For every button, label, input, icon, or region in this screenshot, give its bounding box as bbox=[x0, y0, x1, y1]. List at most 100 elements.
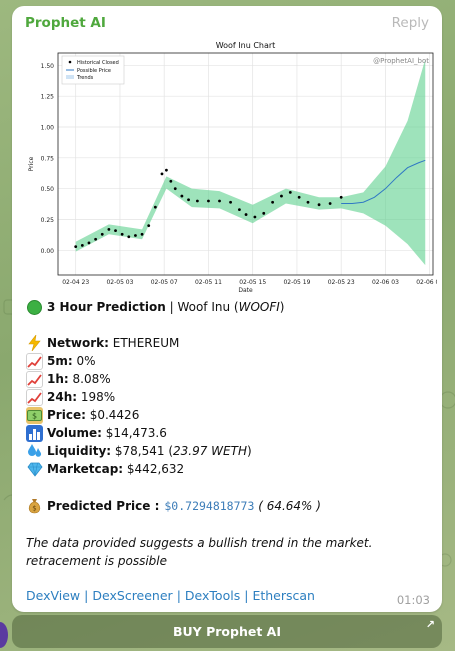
title-close: ) bbox=[279, 300, 285, 314]
predicted-value[interactable]: $0.7294818773 bbox=[164, 499, 255, 513]
historical-point bbox=[100, 232, 104, 236]
historical-point bbox=[207, 199, 210, 203]
liquidity-value: $78,541 ( bbox=[111, 444, 174, 458]
link-separator: | bbox=[84, 588, 89, 603]
marketcap-label: Marketcap: bbox=[47, 462, 124, 476]
y-tick-label: 1.00 bbox=[41, 125, 55, 132]
chart-title: Woof Inu Chart bbox=[216, 41, 276, 50]
money-bag-icon: $ bbox=[26, 498, 43, 515]
historical-point bbox=[74, 245, 78, 249]
dexscreener-link[interactable]: DexScreener bbox=[92, 588, 173, 603]
plot-frame bbox=[57, 52, 434, 276]
historical-point bbox=[107, 227, 111, 231]
y-tick-label: 1.25 bbox=[41, 94, 55, 101]
analysis-note: The data provided suggests a bullish tre… bbox=[26, 536, 373, 568]
money-icon: $ bbox=[26, 406, 43, 424]
svg-text:$: $ bbox=[32, 411, 37, 420]
prediction-title: 3 Hour Prediction | Woof Inu ( WOOFI ) bbox=[26, 298, 430, 316]
historical-point bbox=[317, 203, 321, 207]
historical-point bbox=[80, 244, 84, 247]
historical-point bbox=[165, 168, 168, 172]
historical-point bbox=[114, 229, 117, 233]
chart-increasing-icon bbox=[26, 352, 43, 370]
h1-label: 1h: bbox=[47, 372, 69, 386]
reply-button[interactable]: Reply bbox=[391, 15, 429, 31]
historical-point bbox=[160, 172, 164, 176]
predicted-label: Predicted Price : bbox=[47, 499, 160, 513]
predicted-pct: ( 64.64% ) bbox=[254, 499, 321, 513]
liquidity-close: ) bbox=[246, 444, 252, 458]
h24-value: 198% bbox=[77, 390, 116, 404]
link-separator: | bbox=[244, 588, 249, 603]
liquidity-weth: 23.97 WETH bbox=[173, 444, 247, 458]
historical-point bbox=[180, 194, 184, 198]
link-row: DexView | DexScreener | DexTools | Ether… bbox=[26, 587, 430, 605]
y-tick-label: 0.00 bbox=[41, 248, 55, 255]
legend-marker-trends bbox=[66, 75, 74, 79]
historical-point bbox=[187, 198, 190, 202]
legend-label: Possible Price bbox=[77, 68, 111, 74]
y-tick-label: 0.75 bbox=[41, 155, 55, 162]
historical-point bbox=[262, 211, 266, 215]
etherscan-link[interactable]: Etherscan bbox=[252, 588, 315, 603]
sender-avatar[interactable] bbox=[0, 622, 8, 648]
historical-point bbox=[297, 195, 301, 199]
x-tick-label: 02-05 23 bbox=[328, 279, 355, 286]
legend-label: Historical Closed bbox=[77, 60, 119, 66]
predicted-price-line: $ Predicted Price : $0.7294818773 ( 64.6… bbox=[26, 497, 430, 515]
network-label: Network: bbox=[47, 336, 109, 350]
legend-label: Trends bbox=[76, 75, 94, 81]
buy-button[interactable]: BUY Prophet AI ↗ bbox=[12, 615, 442, 648]
title-ticker: WOOFI bbox=[238, 300, 280, 314]
historical-point bbox=[169, 179, 173, 183]
historical-point bbox=[120, 232, 124, 236]
lightning-icon bbox=[26, 335, 43, 352]
external-arrow-icon: ↗ bbox=[425, 618, 435, 631]
possible-price-line bbox=[341, 159, 426, 204]
h24-label: 24h: bbox=[47, 390, 78, 404]
message-time: 01:03 bbox=[396, 593, 430, 607]
m5-label: 5m: bbox=[47, 354, 73, 368]
historical-point bbox=[244, 213, 248, 216]
h1-value: 8.08% bbox=[68, 372, 111, 386]
x-tick-label: 02-05 03 bbox=[106, 279, 133, 286]
liquidity-label: Liquidity: bbox=[47, 444, 112, 458]
dexview-link[interactable]: DexView bbox=[26, 588, 81, 603]
x-tick-label: 02-05 19 bbox=[283, 279, 310, 286]
link-separator: | bbox=[176, 588, 181, 603]
historical-point bbox=[253, 215, 257, 219]
historical-point bbox=[328, 202, 332, 205]
historical-point bbox=[134, 234, 137, 237]
stats-block: Network: ETHEREUM 5m: 0% 1h: 8.08% 24h: … bbox=[26, 334, 430, 478]
x-tick-label: 02-05 15 bbox=[239, 279, 266, 286]
volume-label: Volume: bbox=[47, 426, 102, 440]
historical-point bbox=[271, 200, 275, 204]
title-bold: 3 Hour Prediction bbox=[47, 300, 166, 314]
diamond-icon bbox=[26, 461, 43, 478]
historical-point bbox=[238, 208, 241, 212]
x-tick-label: 02-05 07 bbox=[151, 279, 178, 286]
y-tick-label: 0.25 bbox=[41, 217, 55, 224]
buy-button-label: BUY Prophet AI bbox=[173, 624, 281, 639]
m5-value: 0% bbox=[72, 354, 96, 368]
historical-point bbox=[173, 187, 177, 191]
historical-point bbox=[147, 224, 151, 228]
title-rest: | Woof Inu ( bbox=[165, 300, 239, 314]
historical-point bbox=[140, 232, 144, 236]
historical-point bbox=[339, 195, 343, 199]
price-value: $0.4426 bbox=[85, 408, 140, 422]
bar-chart-icon bbox=[26, 424, 43, 442]
historical-point bbox=[229, 200, 232, 204]
network-value: ETHEREUM bbox=[108, 336, 180, 350]
x-tick-label: 02-05 11 bbox=[195, 279, 222, 286]
chart-watermark: @ProphetAI_bot bbox=[373, 57, 429, 65]
dextools-link[interactable]: DexTools bbox=[184, 588, 241, 603]
legend-marker-historical bbox=[68, 60, 72, 64]
historical-point bbox=[288, 190, 292, 194]
y-axis-label: Price bbox=[28, 156, 35, 171]
svg-text:$: $ bbox=[32, 505, 36, 513]
x-tick-label: 02-06 03 bbox=[372, 279, 399, 286]
prediction-chart[interactable]: Woof Inu Chart 0.00 0.25 0.50 0.75 1.00 1.25 1.… bbox=[25, 36, 437, 297]
sender-name[interactable]: Prophet AI bbox=[25, 15, 106, 31]
historical-point bbox=[218, 199, 221, 203]
